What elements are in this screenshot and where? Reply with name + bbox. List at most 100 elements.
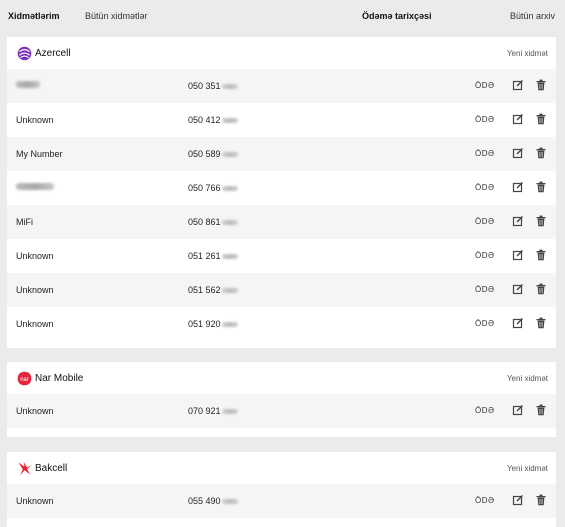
edit-icon[interactable] (512, 113, 524, 125)
pay-button[interactable]: ÖDƏ (475, 149, 495, 158)
edit-icon[interactable] (512, 404, 524, 416)
all-archive-link[interactable]: Bütün arxiv (510, 11, 556, 21)
service-row: 050 766 ÖDƏ (7, 171, 556, 205)
phone-number: 051 261 (188, 251, 238, 261)
service-name: My Number (16, 149, 63, 159)
phone-number: 051 562 (188, 285, 238, 295)
trash-icon[interactable] (535, 147, 547, 159)
company-name: Bakcell (35, 463, 68, 474)
tab-payment-history[interactable]: Ödəmə tarixçəsi (362, 11, 432, 21)
edit-icon[interactable] (512, 249, 524, 261)
redacted-name (16, 183, 54, 190)
pay-button[interactable]: ÖDƏ (475, 251, 495, 260)
service-name: Unknown (16, 115, 54, 125)
phone-number-text: 055 490 (188, 496, 221, 506)
trash-icon[interactable] (535, 113, 547, 125)
service-row: Unknown 051 562 ÖDƏ (7, 273, 556, 307)
top-bar: Xidmətlərim Bütün xidmətlər Ödəmə tarixç… (0, 0, 565, 32)
pay-button[interactable]: ÖDƏ (475, 81, 495, 90)
service-row: 050 351 ÖDƏ (7, 69, 556, 103)
phone-number-text: 050 589 (188, 149, 221, 159)
pay-button[interactable]: ÖDƏ (475, 183, 495, 192)
bakcell-logo-icon (18, 461, 32, 476)
redacted-digits (221, 254, 238, 260)
service-row: MiFi 050 861 ÖDƏ (7, 205, 556, 239)
service-name: Unknown (16, 406, 54, 416)
phone-number-text: 051 920 (188, 319, 221, 329)
phone-number: 050 861 (188, 217, 238, 227)
new-service-link[interactable]: Yeni xidmət (506, 464, 548, 473)
company-name: Nar Mobile (35, 373, 84, 384)
service-row: Unknown 070 921 ÖDƏ (7, 394, 556, 428)
phone-number: 050 412 (188, 115, 238, 125)
svg-text:nar: nar (20, 377, 29, 383)
company-name: Azercell (35, 48, 71, 59)
service-name: Unknown (16, 319, 54, 329)
phone-number: 070 921 (188, 406, 238, 416)
card-header: Azercell Yeni xidmət (7, 37, 556, 69)
edit-icon[interactable] (512, 494, 524, 506)
edit-icon[interactable] (512, 79, 524, 91)
pay-button[interactable]: ÖDƏ (475, 285, 495, 294)
redacted-name (16, 81, 40, 88)
phone-number: 050 589 (188, 149, 238, 159)
new-service-link[interactable]: Yeni xidmət (506, 374, 548, 383)
phone-number-text: 051 261 (188, 251, 221, 261)
trash-icon[interactable] (535, 249, 547, 261)
pay-button[interactable]: ÖDƏ (475, 115, 495, 124)
redacted-digits (221, 499, 238, 505)
phone-number: 050 766 (188, 183, 238, 193)
trash-icon[interactable] (535, 181, 547, 193)
phone-number-text: 051 562 (188, 285, 221, 295)
pay-button[interactable]: ÖDƏ (475, 217, 495, 226)
trash-icon[interactable] (535, 494, 547, 506)
azercell-logo-icon (17, 46, 32, 61)
service-row: Unknown 055 490 ÖDƏ (7, 484, 556, 518)
phone-number-text: 050 861 (188, 217, 221, 227)
phone-number: 051 920 (188, 319, 238, 329)
trash-icon[interactable] (535, 317, 547, 329)
card-header: nar Nar Mobile Yeni xidmət (7, 362, 556, 394)
redacted-digits (221, 186, 238, 192)
edit-icon[interactable] (512, 181, 524, 193)
redacted-digits (221, 409, 238, 415)
nar-logo-icon: nar (17, 371, 32, 386)
service-row: Unknown 051 920 ÖDƏ (7, 307, 556, 341)
redacted-digits (221, 220, 238, 226)
service-name: Unknown (16, 251, 54, 261)
service-name: Unknown (16, 285, 54, 295)
nar-card: nar Nar Mobile Yeni xidmət Unknown 070 92… (7, 362, 556, 437)
trash-icon[interactable] (535, 283, 547, 295)
redacted-digits (221, 152, 238, 158)
pay-button[interactable]: ÖDƏ (475, 319, 495, 328)
trash-icon[interactable] (535, 404, 547, 416)
trash-icon[interactable] (535, 215, 547, 227)
pay-button[interactable]: ÖDƏ (475, 496, 495, 505)
phone-number-text: 050 412 (188, 115, 221, 125)
redacted-digits (221, 84, 238, 90)
azercell-card: Azercell Yeni xidmət 050 351 ÖDƏ Unknown 05… (7, 37, 556, 348)
service-row: Unknown 051 261 ÖDƏ (7, 239, 556, 273)
service-name: MiFi (16, 217, 33, 227)
redacted-digits (221, 118, 238, 124)
service-name: Unknown (16, 496, 54, 506)
edit-icon[interactable] (512, 147, 524, 159)
new-service-link[interactable]: Yeni xidmət (506, 49, 548, 58)
tab-all-services[interactable]: Bütün xidmətlər (85, 11, 148, 21)
redacted-digits (221, 322, 238, 328)
service-row: Unknown 050 412 ÖDƏ (7, 103, 556, 137)
phone-number: 050 351 (188, 81, 238, 91)
edit-icon[interactable] (512, 283, 524, 295)
phone-number-text: 050 766 (188, 183, 221, 193)
edit-icon[interactable] (512, 317, 524, 329)
service-row: My Number 050 589 ÖDƏ (7, 137, 556, 171)
edit-icon[interactable] (512, 215, 524, 227)
pay-button[interactable]: ÖDƏ (475, 406, 495, 415)
bakcell-card: Bakcell Yeni xidmət Unknown 055 490 ÖDƏ (7, 452, 556, 527)
trash-icon[interactable] (535, 79, 547, 91)
phone-number-text: 070 921 (188, 406, 221, 416)
phone-number-text: 050 351 (188, 81, 221, 91)
redacted-digits (221, 288, 238, 294)
tab-my-services[interactable]: Xidmətlərim (8, 11, 60, 21)
phone-number: 055 490 (188, 496, 238, 506)
